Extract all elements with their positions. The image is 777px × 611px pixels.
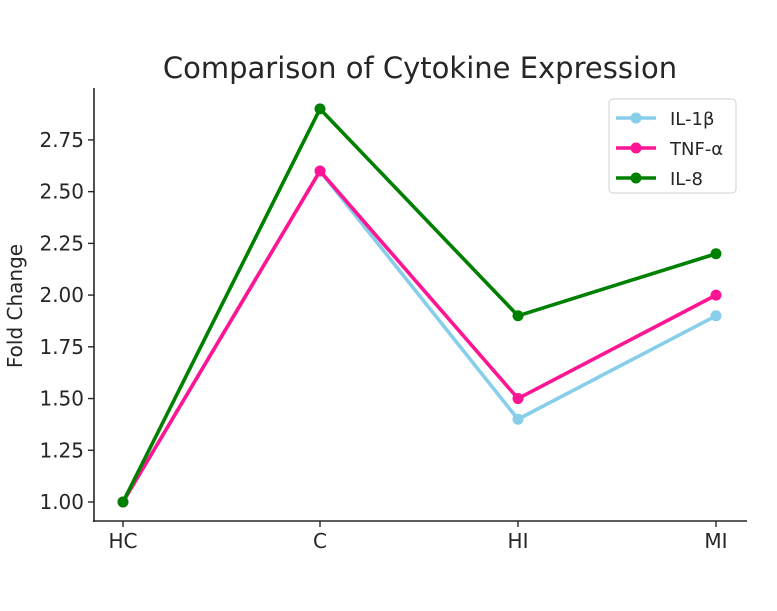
data-point-marker xyxy=(512,393,524,405)
legend-label: IL-1β xyxy=(670,109,714,130)
y-tick-label: 2.75 xyxy=(39,128,84,152)
data-point-marker xyxy=(710,289,722,301)
data-point-marker xyxy=(710,248,722,260)
data-point-marker xyxy=(512,413,524,425)
y-tick-label: 1.25 xyxy=(39,438,84,462)
y-tick-label: 2.50 xyxy=(39,180,84,204)
legend-item: IL-1β xyxy=(616,109,714,130)
x-tick-label: C xyxy=(313,529,327,553)
legend-box xyxy=(608,98,737,194)
legend: IL-1β TNF-α IL-8 xyxy=(608,98,737,194)
legend-marker-icon xyxy=(630,142,642,154)
legend-label: TNF-α xyxy=(669,139,723,160)
legend-marker-icon xyxy=(630,172,642,184)
y-tick-label: 1.00 xyxy=(39,490,84,514)
legend-item: TNF-α xyxy=(616,139,723,160)
series-line xyxy=(121,169,717,503)
data-point-marker xyxy=(314,103,326,115)
data-point-marker xyxy=(512,310,524,322)
x-tick-label: HI xyxy=(508,529,529,553)
series-il-1- xyxy=(117,165,722,508)
y-tick-label: 2.25 xyxy=(39,231,84,255)
y-tick-label: 1.50 xyxy=(39,387,84,411)
series-il-8 xyxy=(117,103,722,508)
data-point-marker xyxy=(314,165,326,177)
legend-marker-icon xyxy=(630,112,642,124)
x-ticks: HC C HI MI xyxy=(108,521,728,553)
chart-title: Comparison of Cytokine Expression xyxy=(163,51,677,85)
series-line xyxy=(121,107,717,503)
data-point-marker xyxy=(117,496,129,508)
series-line xyxy=(121,169,717,503)
series-tnf- xyxy=(117,165,722,508)
y-axis-label: Fold Change xyxy=(3,244,27,368)
y-ticks: 1.00 1.25 1.50 1.75 2.00 2.25 2.50 2.75 xyxy=(39,128,94,514)
y-tick-label: 1.75 xyxy=(39,335,84,359)
x-tick-label: MI xyxy=(704,529,727,553)
legend-item: IL-8 xyxy=(616,169,703,190)
legend-label: IL-8 xyxy=(670,169,703,190)
data-point-marker xyxy=(710,310,722,322)
y-tick-label: 2.00 xyxy=(39,283,84,307)
series-layer xyxy=(117,103,722,508)
x-tick-label: HC xyxy=(108,529,137,553)
